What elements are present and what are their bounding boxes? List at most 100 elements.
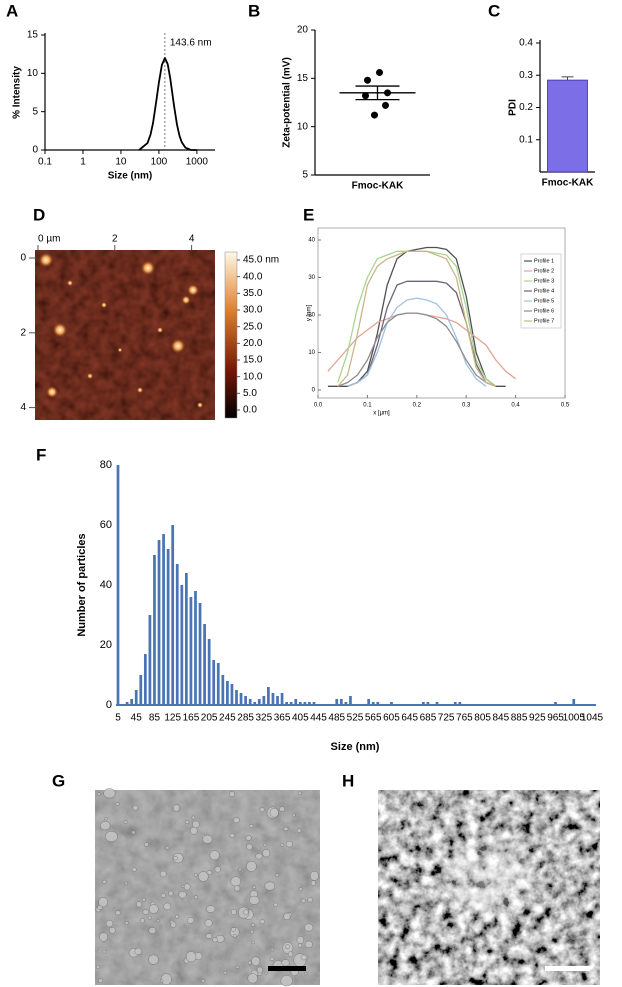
particle [124,920,129,926]
particle [309,870,319,881]
y-tick-label: 80 [100,459,112,471]
particle [256,966,264,974]
x-tick-label: 205 [201,713,218,724]
y-tick-label: 20 [100,639,112,651]
particle [304,923,314,932]
panel-letter: E [303,205,314,224]
x-tick-label: 2 [112,234,118,245]
x-tick-label: 1000 [186,157,209,168]
particle [105,919,114,928]
bar [303,702,307,705]
particle [287,951,294,958]
bar [166,549,170,705]
bar [339,699,343,705]
particle [193,895,199,900]
y-tick-label: 20 [308,313,315,319]
tem-texture [95,790,320,985]
bar [267,687,270,705]
particle [100,301,108,309]
particle [186,916,195,924]
particle [230,908,237,916]
panel-letter: A [6,1,18,20]
particle [273,902,279,907]
data-point [364,76,371,84]
annotation: 143.6 nm [170,38,212,49]
bar [390,702,393,705]
bar [180,585,184,705]
particle [96,792,101,796]
bar [344,702,348,705]
y-tick-label: 0.1 [519,134,533,145]
particle [193,872,198,877]
x-tick-label: 0.5 [561,403,570,409]
x-tick-label: 445 [310,713,327,724]
colorbar-label: 35.0 [243,288,263,299]
bar [244,696,247,705]
profile-line [337,250,497,387]
particle [156,326,164,334]
colorbar [224,251,238,419]
bar [426,702,430,705]
particle [259,919,265,925]
legend-label: Profile 2 [534,268,554,274]
bar [130,699,134,705]
particle [238,867,242,872]
bar [203,624,206,705]
particle [147,915,152,920]
y-axis-label: y [nm] [307,305,313,322]
particle [184,820,190,824]
particle [108,927,116,934]
legend-label: Profile 1 [534,258,554,264]
size-curve [138,57,197,151]
y-tick-label: 0.3 [519,70,533,81]
particle [134,947,143,955]
x-tick-label: 805 [474,713,491,724]
particle [214,866,221,873]
colorbar-label: 45.0 nm [243,255,279,266]
x-tick-label: 965 [547,713,564,724]
panel-letter: F [36,445,46,464]
particle [97,978,104,984]
legend-label: Profile 7 [534,318,554,324]
particle [136,901,143,908]
particle [249,929,254,934]
x-tick-label: 10 [115,157,127,168]
bar [171,525,175,705]
particle [115,802,120,806]
x-tick-label: 0.1 [38,157,52,168]
particle [185,951,197,963]
particle [264,971,269,975]
particle [202,834,213,844]
particle [297,943,303,948]
colorbar-label: 20.0 [243,338,263,349]
particle [300,898,306,904]
particle [148,904,159,914]
bar [216,663,220,705]
x-axis-label: x [µm] [373,411,390,417]
bar [285,702,289,705]
particle [232,933,237,938]
particle [45,385,59,399]
particle [186,283,200,297]
particle [66,279,74,287]
bar [148,615,152,705]
bar [294,699,298,705]
x-tick-label: 4 [189,234,195,245]
particle [279,806,285,812]
particle [136,386,144,394]
particle [251,956,261,966]
particle [252,885,257,890]
bar [335,699,339,705]
x-tick-label: 45 [131,713,143,724]
particle [100,821,111,831]
particle [172,804,180,812]
particle [104,817,108,821]
bar [212,660,216,705]
bar [116,465,120,705]
x-tick-label: 0.0 [314,403,323,409]
x-tick-label: Fmoc-KAK [352,181,404,192]
legend-label: Profile 4 [534,288,554,294]
bar [235,690,238,705]
particle [283,912,291,921]
colorbar-label: 25.0 [243,321,263,332]
